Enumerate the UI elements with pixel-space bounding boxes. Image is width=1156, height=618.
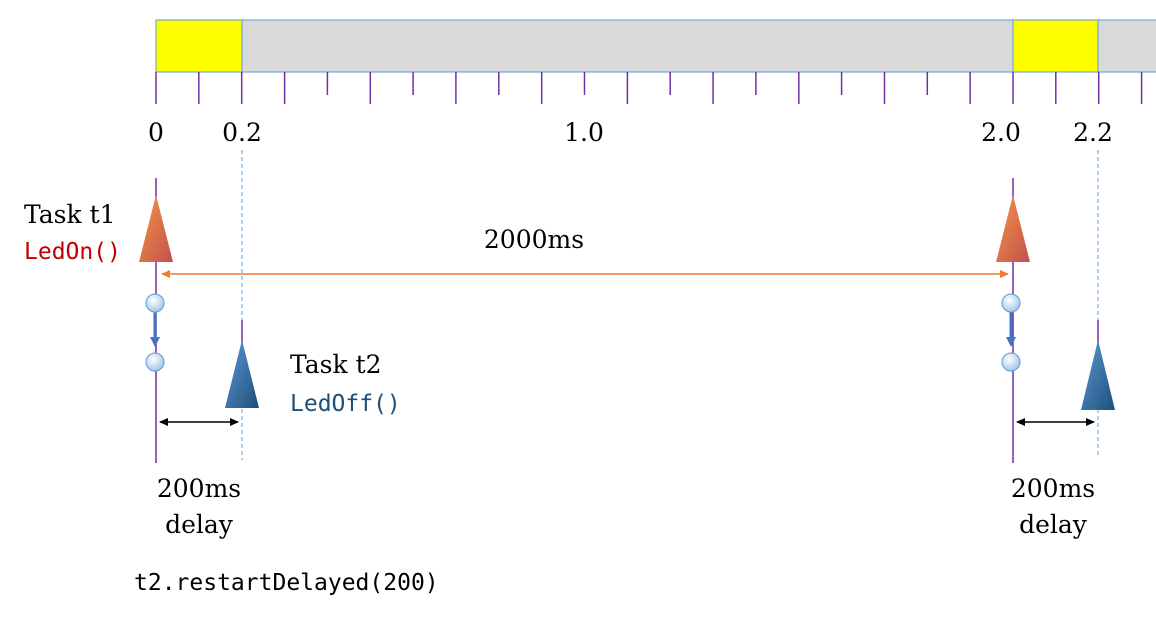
tick-label-0: 0 — [148, 118, 164, 147]
task1-title: Task t1 — [24, 200, 116, 229]
task1-func: LedOn() — [24, 239, 121, 265]
restart-call-code: t2.restartDelayed(200) — [134, 570, 439, 596]
delay1-line2: delay — [165, 510, 234, 539]
delay2-line1: 200ms — [1011, 474, 1095, 503]
task2-marker-2 — [1081, 340, 1115, 410]
task2-func: LedOff() — [290, 391, 401, 417]
timeline-off-segment-2 — [1097, 19, 1156, 73]
task1-marker-1 — [139, 195, 173, 262]
restart-indicator-2 — [1001, 293, 1021, 372]
restart-circle-top-1 — [145, 293, 165, 313]
tick-label-0-2: 0.2 — [222, 118, 262, 147]
timeline-ticks — [155, 72, 1143, 104]
timeline-on-segment-1 — [155, 19, 243, 73]
restart-circle-bottom-2 — [1001, 352, 1021, 372]
task2-title: Task t2 — [290, 350, 382, 379]
task2-marker-1 — [225, 340, 259, 408]
timeline-on-segment-2 — [1012, 19, 1099, 73]
task2-markers — [225, 340, 1115, 410]
tick-labels: 0 0.2 1.0 2.0 2.2 — [148, 118, 1113, 147]
tick-label-2-2: 2.2 — [1073, 118, 1113, 147]
task1-markers — [139, 195, 1030, 262]
timeline-off-segment-1 — [241, 19, 1014, 73]
task1-marker-2 — [996, 195, 1030, 262]
timeline-bar — [155, 19, 1156, 73]
period-label: 2000ms — [484, 225, 584, 254]
delay2-line2: delay — [1019, 510, 1088, 539]
restart-indicator-1 — [145, 293, 165, 372]
tick-label-2-0: 2.0 — [981, 118, 1021, 147]
restart-circle-bottom-1 — [145, 352, 165, 372]
delay1-line1: 200ms — [157, 474, 241, 503]
tick-label-1-0: 1.0 — [564, 118, 604, 147]
restart-circle-top-2 — [1001, 293, 1021, 313]
event-lines — [155, 178, 1099, 463]
